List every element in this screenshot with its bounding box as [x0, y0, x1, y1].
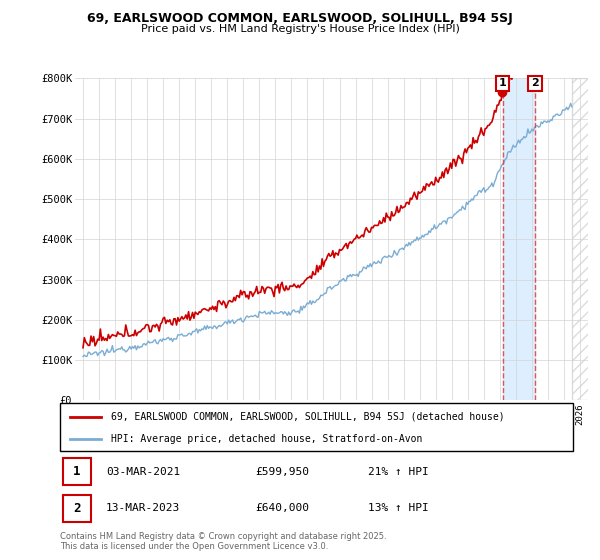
Text: 1: 1: [73, 465, 80, 478]
Text: 13-MAR-2023: 13-MAR-2023: [106, 503, 181, 513]
Text: £640,000: £640,000: [255, 503, 309, 513]
Bar: [62, 494, 91, 522]
Text: £599,950: £599,950: [255, 467, 309, 477]
Text: 69, EARLSWOOD COMMON, EARLSWOOD, SOLIHULL, B94 5SJ (detached house): 69, EARLSWOOD COMMON, EARLSWOOD, SOLIHUL…: [112, 412, 505, 422]
Text: 1: 1: [499, 78, 506, 88]
Text: 69, EARLSWOOD COMMON, EARLSWOOD, SOLIHULL, B94 5SJ: 69, EARLSWOOD COMMON, EARLSWOOD, SOLIHUL…: [87, 12, 513, 25]
Text: 2: 2: [531, 78, 539, 88]
Text: HPI: Average price, detached house, Stratford-on-Avon: HPI: Average price, detached house, Stra…: [112, 434, 422, 444]
Bar: [503, 78, 535, 400]
Bar: [62, 458, 91, 486]
Text: 03-MAR-2021: 03-MAR-2021: [106, 467, 181, 477]
Text: 21% ↑ HPI: 21% ↑ HPI: [368, 467, 428, 477]
Text: Contains HM Land Registry data © Crown copyright and database right 2025.
This d: Contains HM Land Registry data © Crown c…: [60, 532, 386, 552]
Text: 2: 2: [73, 502, 80, 515]
Text: 13% ↑ HPI: 13% ↑ HPI: [368, 503, 428, 513]
Bar: [572, 78, 600, 400]
Text: Price paid vs. HM Land Registry's House Price Index (HPI): Price paid vs. HM Land Registry's House …: [140, 24, 460, 34]
